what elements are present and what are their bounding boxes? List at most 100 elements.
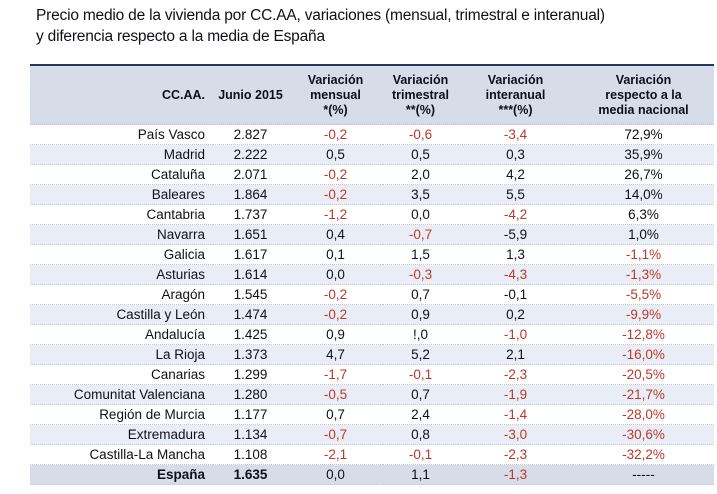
value-cell: -2,1 — [288, 444, 383, 465]
value-cell: -30,6% — [573, 424, 714, 445]
table-row: La Rioja 1.373 4,7 5,2 2,1 -16,0% — [30, 344, 714, 365]
value-cell: 2,1 — [458, 344, 573, 365]
value-cell: 14,0% — [573, 184, 714, 205]
region-name: La Rioja — [30, 344, 213, 365]
value-cell: 1,0% — [573, 224, 714, 245]
header-variacion-interanual: Variación interanual ***(%) — [458, 65, 573, 125]
region-name: Galicia — [30, 244, 213, 265]
value-cell: -16,0% — [573, 344, 714, 365]
value-cell: 4,7 — [288, 344, 383, 365]
value-cell: -1,7 — [288, 364, 383, 385]
value-cell: 0,0 — [288, 264, 383, 285]
region-name: Cataluña — [30, 164, 213, 185]
value-cell: 1.651 — [213, 224, 288, 245]
value-cell: 0,9 — [383, 304, 458, 325]
value-cell: 0,7 — [383, 284, 458, 305]
value-cell: -0,2 — [288, 304, 383, 325]
value-cell: 1.280 — [213, 384, 288, 405]
value-cell: 1.737 — [213, 204, 288, 225]
value-cell: 1.635 — [213, 464, 288, 485]
value-cell: -5,5% — [573, 284, 714, 305]
header-variacion-trimestral: Variación trimestral **(%) — [383, 65, 458, 125]
value-cell: -4,3 — [458, 264, 573, 285]
region-name: Navarra — [30, 224, 213, 245]
value-cell: 3,5 — [383, 184, 458, 205]
table-row: Cantabria 1.737 -1,2 0,0 -4,2 6,3% — [30, 204, 714, 225]
table-row: Andalucía 1.425 0,9 !,0 -1,0 -12,8% — [30, 324, 714, 345]
price-table: CC.AA. Junio 2015 Variación mensual *(%)… — [30, 64, 714, 485]
value-cell: 1.864 — [213, 184, 288, 205]
header-ccaa: CC.AA. — [30, 65, 213, 125]
value-cell: -0,6 — [383, 124, 458, 145]
value-cell: 2,4 — [383, 404, 458, 425]
region-name: Castilla-La Mancha — [30, 444, 213, 465]
value-cell: 0,2 — [458, 304, 573, 325]
value-cell: 1.614 — [213, 264, 288, 285]
region-name: Asturias — [30, 264, 213, 285]
value-cell: 1.474 — [213, 304, 288, 325]
value-cell: 1.134 — [213, 424, 288, 445]
value-cell: 1.545 — [213, 284, 288, 305]
table-row: Castilla-La Mancha 1.108 -2,1 -0,1 -2,3 -32,2… — [30, 444, 714, 465]
value-cell: 0,7 — [288, 404, 383, 425]
value-cell: 1,1 — [383, 464, 458, 485]
value-cell: 0,0 — [383, 204, 458, 225]
table-body: País Vasco 2.827 -0,2 -0,6 -3,4 72,9% Madrid 2.… — [30, 124, 714, 485]
table-row: Galicia 1.617 0,1 1,5 1,3 -1,1% — [30, 244, 714, 265]
region-name: Andalucía — [30, 324, 213, 345]
value-cell: 72,9% — [573, 124, 714, 145]
value-cell: -3,4 — [458, 124, 573, 145]
value-cell: 35,9% — [573, 144, 714, 165]
region-name: País Vasco — [30, 124, 213, 145]
value-cell: -0,2 — [288, 184, 383, 205]
value-cell: 5,2 — [383, 344, 458, 365]
table-row: Castilla y León 1.474 -0,2 0,9 0,2 -9,9% — [30, 304, 714, 325]
value-cell: -9,9% — [573, 304, 714, 325]
value-cell: -28,0% — [573, 404, 714, 425]
value-cell: 1.299 — [213, 364, 288, 385]
value-cell: 0,4 — [288, 224, 383, 245]
table-row: País Vasco 2.827 -0,2 -0,6 -3,4 72,9% — [30, 124, 714, 145]
table-header: CC.AA. Junio 2015 Variación mensual *(%)… — [30, 65, 714, 125]
table-row: Canarias 1.299 -1,7 -0,1 -2,3 -20,5% — [30, 364, 714, 385]
table-header-row: CC.AA. Junio 2015 Variación mensual *(%)… — [30, 65, 714, 125]
table-row: Región de Murcia 1.177 0,7 2,4 -1,4 -28,0% — [30, 404, 714, 425]
table-row: Baleares 1.864 -0,2 3,5 5,5 14,0% — [30, 184, 714, 205]
value-cell: -2,3 — [458, 364, 573, 385]
value-cell: 1.617 — [213, 244, 288, 265]
table-row: España 1.635 0,0 1,1 -1,3 ----- — [30, 464, 714, 485]
table-row: Navarra 1.651 0,4 -0,7 -5,9 1,0% — [30, 224, 714, 245]
value-cell: 4,2 — [458, 164, 573, 185]
value-cell: -1,9 — [458, 384, 573, 405]
value-cell: 0,7 — [383, 384, 458, 405]
region-name: Canarias — [30, 364, 213, 385]
value-cell: -32,2% — [573, 444, 714, 465]
region-name: Región de Murcia — [30, 404, 213, 425]
region-name: Aragón — [30, 284, 213, 305]
value-cell: -3,0 — [458, 424, 573, 445]
value-cell: !,0 — [383, 324, 458, 345]
value-cell: -0,7 — [383, 224, 458, 245]
region-name: Madrid — [30, 144, 213, 165]
value-cell: 1.425 — [213, 324, 288, 345]
value-cell: -1,4 — [458, 404, 573, 425]
header-junio-2015: Junio 2015 — [213, 65, 288, 125]
page-title: Precio medio de la vivienda por CC.AA, v… — [36, 7, 605, 45]
table-row: Aragón 1.545 -0,2 0,7 -0,1 -5,5% — [30, 284, 714, 305]
value-cell: -0,2 — [288, 124, 383, 145]
value-cell: -1,3% — [573, 264, 714, 285]
value-cell: 2.071 — [213, 164, 288, 185]
value-cell: -2,3 — [458, 444, 573, 465]
value-cell: 1,3 — [458, 244, 573, 265]
value-cell: -0,2 — [288, 164, 383, 185]
region-name: Extremadura — [30, 424, 213, 445]
value-cell: -21,7% — [573, 384, 714, 405]
value-cell: 0,3 — [458, 144, 573, 165]
table-row: Extremadura 1.134 -0,7 0,8 -3,0 -30,6% — [30, 424, 714, 445]
value-cell: 1,5 — [383, 244, 458, 265]
value-cell: -0,1 — [383, 444, 458, 465]
value-cell: -1,1% — [573, 244, 714, 265]
value-cell: ----- — [573, 464, 714, 485]
header-variacion-mensual: Variación mensual *(%) — [288, 65, 383, 125]
table-row: Madrid 2.222 0,5 0,5 0,3 35,9% — [30, 144, 714, 165]
